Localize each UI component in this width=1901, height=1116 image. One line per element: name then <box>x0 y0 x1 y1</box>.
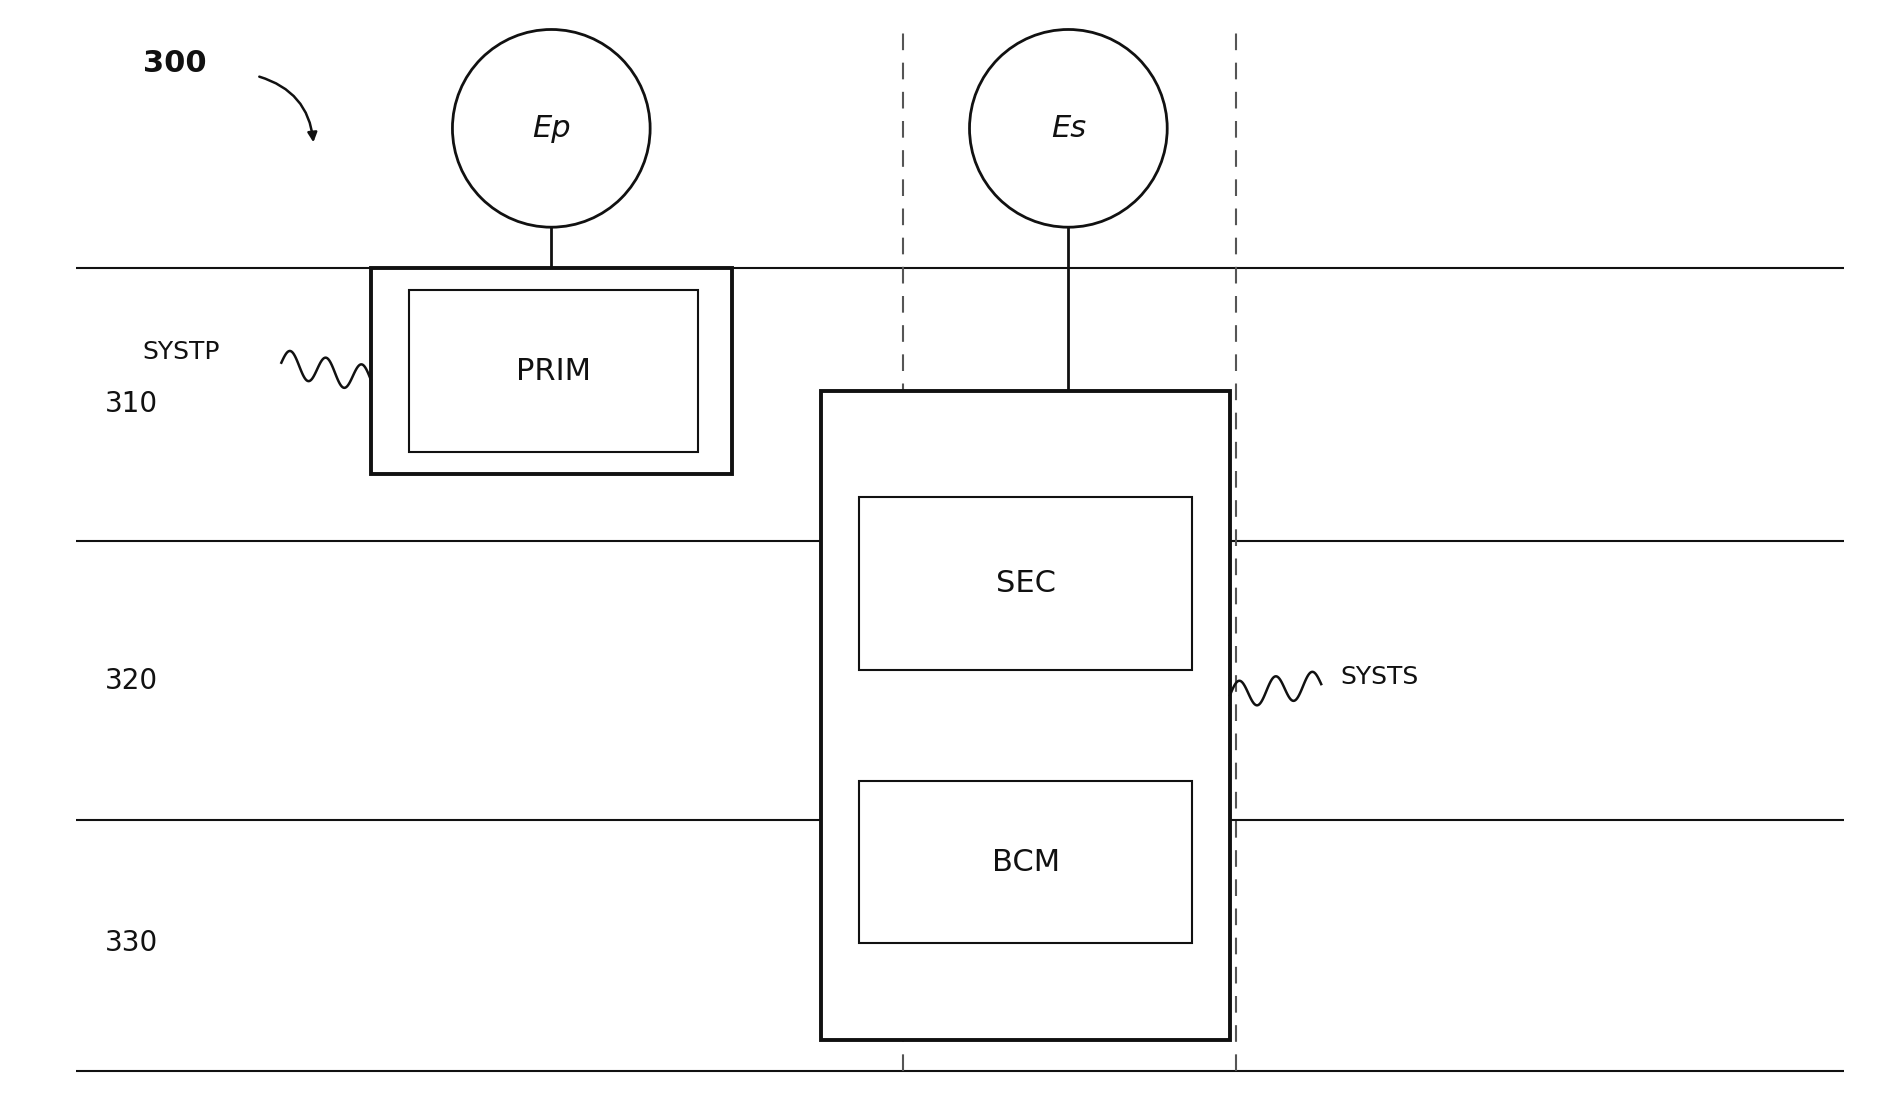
Text: SYSTS: SYSTS <box>1340 665 1418 690</box>
Text: 330: 330 <box>105 929 158 958</box>
Text: BCM: BCM <box>992 848 1059 876</box>
Text: SEC: SEC <box>996 569 1055 597</box>
Ellipse shape <box>452 29 650 228</box>
Text: PRIM: PRIM <box>515 357 591 385</box>
Bar <box>371 268 732 474</box>
Text: Ep: Ep <box>532 114 570 143</box>
Text: 300: 300 <box>143 49 205 78</box>
Bar <box>859 497 1192 670</box>
Text: 320: 320 <box>105 666 158 695</box>
Bar <box>859 781 1192 943</box>
Text: 310: 310 <box>105 389 158 418</box>
Text: SYSTP: SYSTP <box>143 339 221 364</box>
Bar <box>409 290 698 452</box>
Ellipse shape <box>970 29 1167 228</box>
Text: Es: Es <box>1051 114 1085 143</box>
Bar <box>821 391 1230 1040</box>
